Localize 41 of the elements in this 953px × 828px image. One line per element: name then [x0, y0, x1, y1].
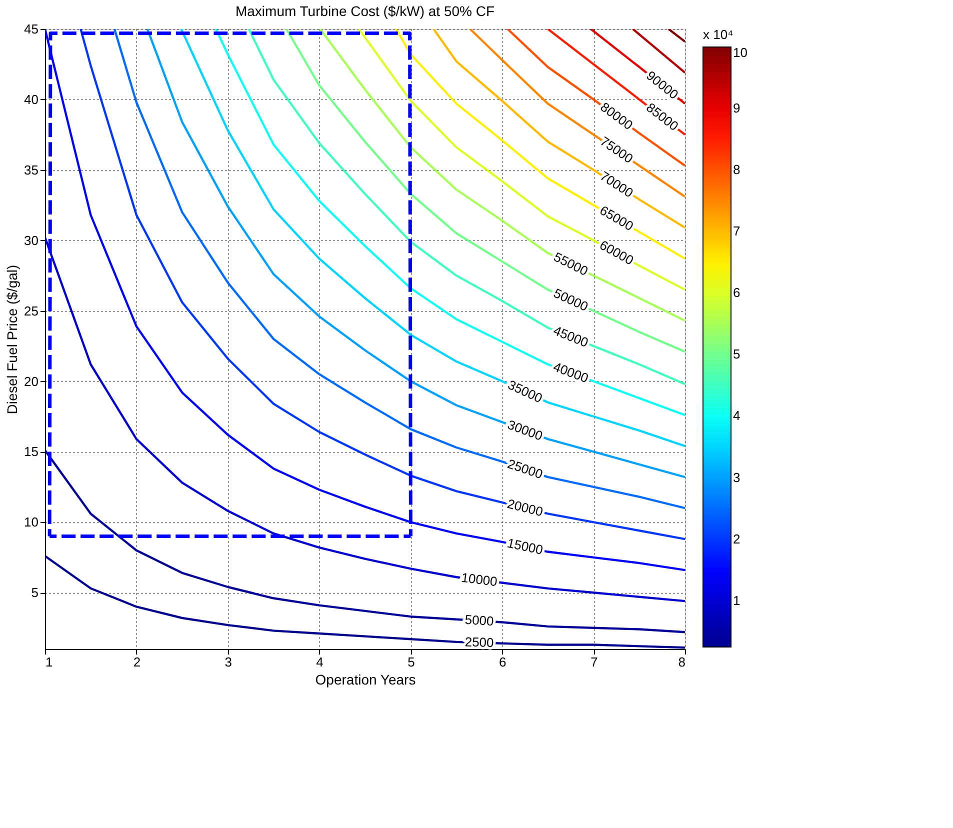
text: 15000 [506, 535, 544, 558]
color-bar-label: 7 [733, 224, 740, 239]
x-tick-label: 2 [133, 654, 141, 670]
series-label: 5000 [464, 612, 494, 629]
x-tick-label: 3 [224, 654, 232, 670]
color-bar-label: 6 [733, 285, 740, 300]
color-bar-label: 3 [733, 470, 740, 485]
color-bar-label: 4 [733, 408, 740, 424]
x-axis-title: Operation Years [315, 672, 416, 688]
y-tick-label: 25 [24, 303, 38, 318]
text: 40000 [551, 359, 590, 386]
color-bar-title: x 10⁴ [703, 27, 734, 42]
color-bar-label: 2 [733, 531, 740, 546]
x-tick-label: 1 [46, 654, 53, 670]
text: 30000 [506, 416, 545, 444]
x-tick-label: 8 [678, 654, 686, 670]
color-bar-label: 5 [733, 346, 740, 362]
y-tick-label: 10 [24, 514, 38, 530]
y-tick-label: 15 [24, 444, 38, 460]
text: 50000 [551, 285, 590, 314]
y-tick-label: 40 [24, 92, 38, 107]
x-tick-label: 5 [408, 654, 415, 670]
color-bar-label: 8 [733, 162, 740, 178]
text: 45000 [551, 322, 590, 350]
x-tick-label: 7 [590, 654, 598, 670]
y-tick-label: 5 [31, 585, 38, 600]
color-bar-label: 1 [733, 592, 740, 608]
y-axis-title: Diesel Fuel Price ($/gal) [4, 264, 20, 414]
text: 25000 [506, 456, 545, 482]
y-tick-label: 30 [24, 232, 38, 248]
text: 20000 [506, 496, 544, 520]
x-tick-label: 6 [499, 654, 506, 670]
color-bar-label: 9 [733, 100, 740, 116]
y-tick-label: 20 [24, 374, 38, 389]
chart-title: Maximum Turbine Cost ($/kW) at 50% CF [235, 3, 495, 19]
y-tick-label: 45 [24, 22, 38, 36]
text: 35000 [506, 376, 545, 406]
color-bar-label: 10 [733, 45, 748, 60]
y-tick-label: 35 [24, 162, 38, 178]
text: 10000 [460, 570, 498, 590]
x-tick-label: 4 [316, 654, 324, 670]
